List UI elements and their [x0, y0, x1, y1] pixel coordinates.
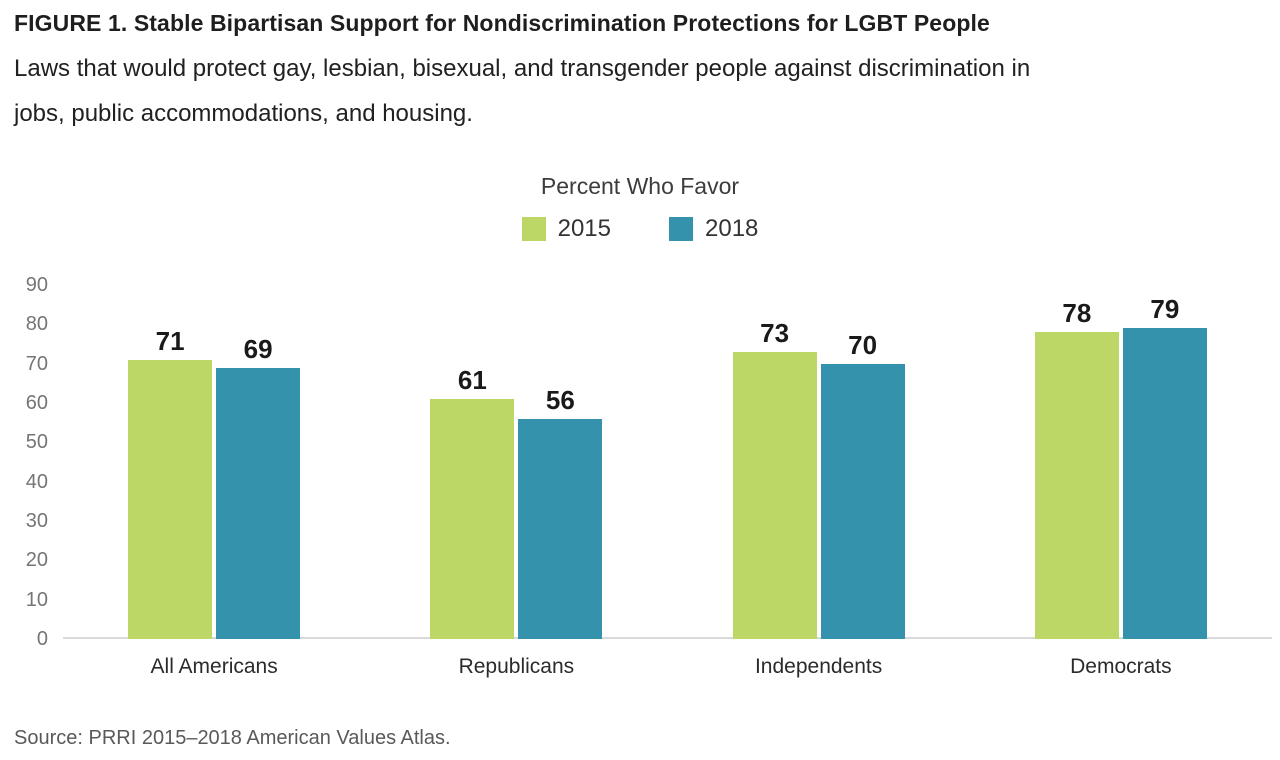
x-axis-line: [63, 637, 1272, 639]
y-axis-tick-label: 0: [36, 628, 48, 650]
bar-value-label: 79: [1150, 294, 1180, 325]
source-note: Source: PRRI 2015–2018 American Values A…: [14, 727, 451, 749]
bar-value-label: 56: [545, 384, 575, 415]
bar-value-label: 71: [155, 325, 185, 356]
y-axis-tick-label: 70: [25, 352, 48, 375]
figure-title: FIGURE 1. Stable Bipartisan Support for …: [14, 10, 990, 36]
y-axis-tick-label: 80: [25, 313, 48, 336]
legend-label-2015: 2015: [557, 215, 611, 242]
bar-value-label: 69: [243, 333, 273, 364]
legend: 2015 2018: [0, 215, 1280, 243]
bar-groups: 71 69 61 56 73 70 78 79: [63, 285, 1272, 639]
legend-label-2018: 2018: [705, 215, 759, 242]
bar-chart-plot: 71 69 61 56 73 70 78 79: [63, 285, 1272, 639]
figure-subtitle-line2: jobs, public accommodations, and housing…: [14, 100, 473, 127]
bar-group-democrats: 78 79: [970, 285, 1272, 639]
category-label: All Americans: [150, 655, 278, 678]
y-axis-tick-label: 90: [25, 274, 48, 296]
x-axis-labels: All Americans Republicans Independents Demo…: [63, 655, 1272, 679]
y-axis-tick-label: 30: [25, 510, 48, 532]
bar-value-label: 73: [760, 317, 790, 348]
bar-value-label: 78: [1062, 298, 1092, 329]
category-label: Independents: [754, 655, 883, 678]
legend-swatch-2015-icon: [521, 217, 546, 241]
category-label: Democrats: [1070, 655, 1172, 678]
y-axis: 0 10 20 30 40 50 60 70 80 90: [0, 274, 48, 650]
bar-2018-independents: 70: [820, 330, 905, 639]
bar-2015-democrats: 78: [1034, 298, 1119, 639]
legend-title: Percent Who Favor: [540, 173, 740, 199]
legend-item-2018: 2018: [669, 215, 758, 243]
bar-group-republicans: 61 56: [365, 285, 667, 639]
y-axis-tick-label: 50: [25, 431, 48, 454]
bar-value-label: 70: [848, 329, 878, 360]
y-axis-tick-label: 60: [25, 392, 48, 414]
y-axis-tick-label: 20: [25, 549, 48, 572]
category-label: Republicans: [458, 655, 575, 678]
y-axis-tick-label: 10: [25, 588, 48, 611]
bar-2015-republicans: 61: [430, 365, 515, 639]
legend-swatch-2018-icon: [669, 217, 693, 241]
bar-2018-democrats: 79: [1122, 294, 1207, 639]
bar-group-independents: 73 70: [668, 285, 970, 639]
bar-2015-all-americans: 71: [128, 326, 213, 639]
bar-2018-all-americans: 69: [216, 334, 301, 639]
y-axis-tick-label: 40: [25, 470, 48, 493]
bar-2015-independents: 73: [732, 318, 817, 639]
legend-item-2015: 2015: [521, 215, 611, 243]
bar-value-label: 61: [457, 365, 487, 396]
bar-2018-republicans: 56: [518, 385, 603, 639]
bar-group-all-americans: 71 69: [63, 285, 365, 639]
figure-subtitle-line1: Laws that would protect gay, lesbian, bi…: [14, 55, 1031, 82]
